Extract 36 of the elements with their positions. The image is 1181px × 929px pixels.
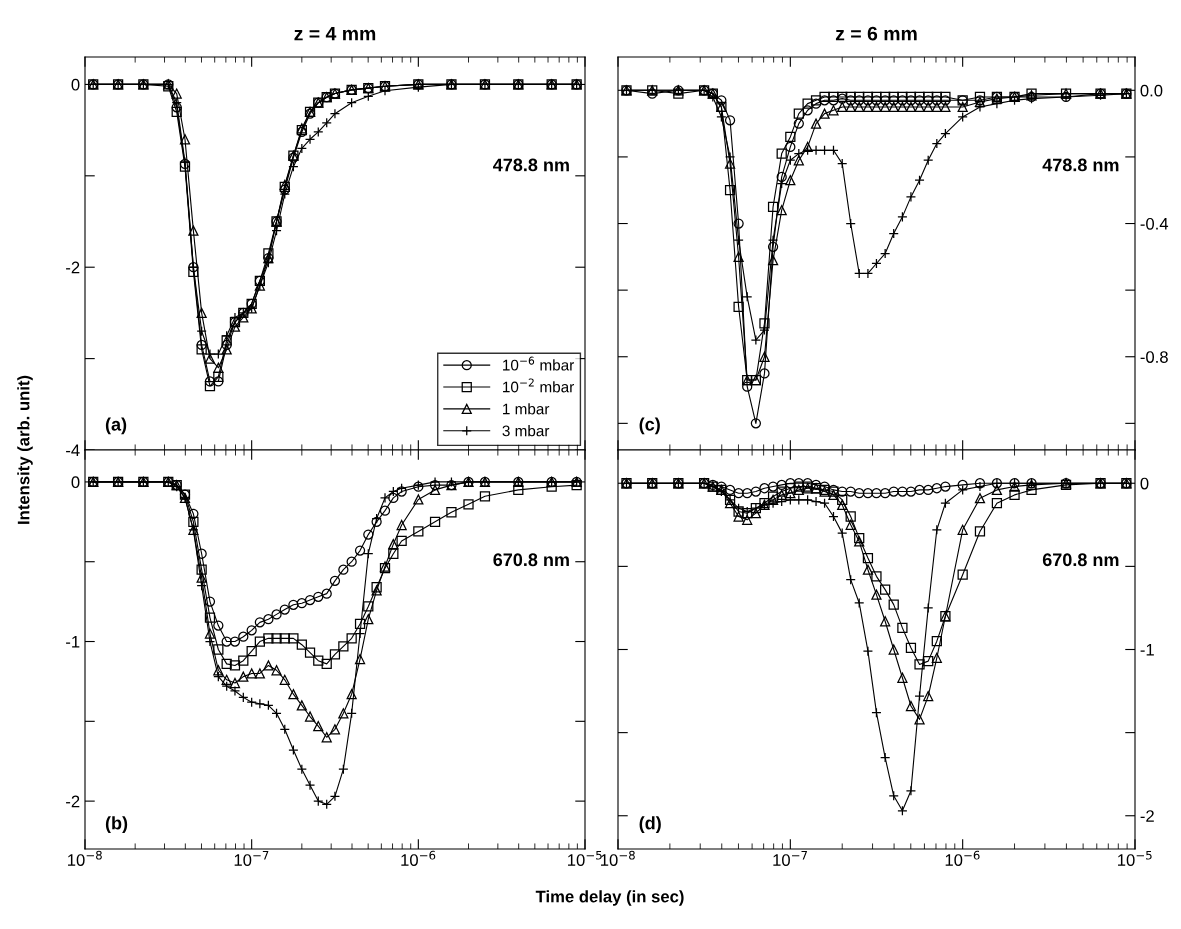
x-tick-label: 10$^{−5}$: [568, 850, 602, 866]
y-tick-label: 0: [71, 476, 80, 489]
legend-label: 1 mbar: [503, 403, 550, 415]
y-tick-label: -1: [1140, 644, 1154, 656]
y-tick-label: -2: [66, 261, 80, 274]
y-tick-label: 0: [71, 78, 80, 91]
annotation: (d): [639, 816, 661, 834]
y-tick-label: -0.4: [1140, 217, 1169, 230]
annotation: (c): [639, 417, 660, 435]
y-tick-label: -2: [1140, 810, 1154, 822]
legend-label: 10$^{−6}$ mbar: [503, 356, 575, 371]
y-tick-label: -4: [66, 444, 80, 457]
annotation: 478.8 nm: [493, 158, 569, 172]
y-tick-label: -0.8: [1140, 351, 1168, 363]
x-tick-label: 10$^{−7}$: [773, 850, 807, 866]
annotation: 670.8 nm: [1042, 553, 1119, 567]
chart-title: z = 6 mm: [835, 26, 917, 41]
legend-label: 3 mbar: [502, 425, 550, 437]
annotation: (b): [105, 816, 128, 834]
y-axis-title: Intensity (arb. unit): [17, 375, 33, 524]
legend-label: 10$^{−2}$ mbar: [503, 378, 575, 393]
y-tick-label: -1: [66, 636, 80, 648]
x-tick-label: 10$^{−6}$: [401, 850, 436, 866]
annotation: 478.8 nm: [1042, 158, 1119, 172]
x-axis-title: Time delay (in sec): [535, 890, 684, 906]
x-tick-label: 10$^{−6}$: [945, 850, 980, 866]
x-tick-label: 10$^{−5}$: [1118, 850, 1152, 866]
annotation: (a): [105, 417, 127, 435]
y-tick-label: -2: [66, 795, 80, 808]
annotation: 670.8 nm: [493, 553, 569, 567]
y-tick-label: 0.0: [1140, 84, 1163, 97]
chart-title: z = 4 mm: [294, 26, 376, 41]
y-tick-label: 0: [1140, 477, 1149, 490]
x-tick-label: 10$^{−8}$: [601, 850, 635, 866]
x-tick-label: 10$^{−7}$: [234, 850, 269, 866]
x-tick-label: 10$^{−8}$: [68, 850, 102, 866]
